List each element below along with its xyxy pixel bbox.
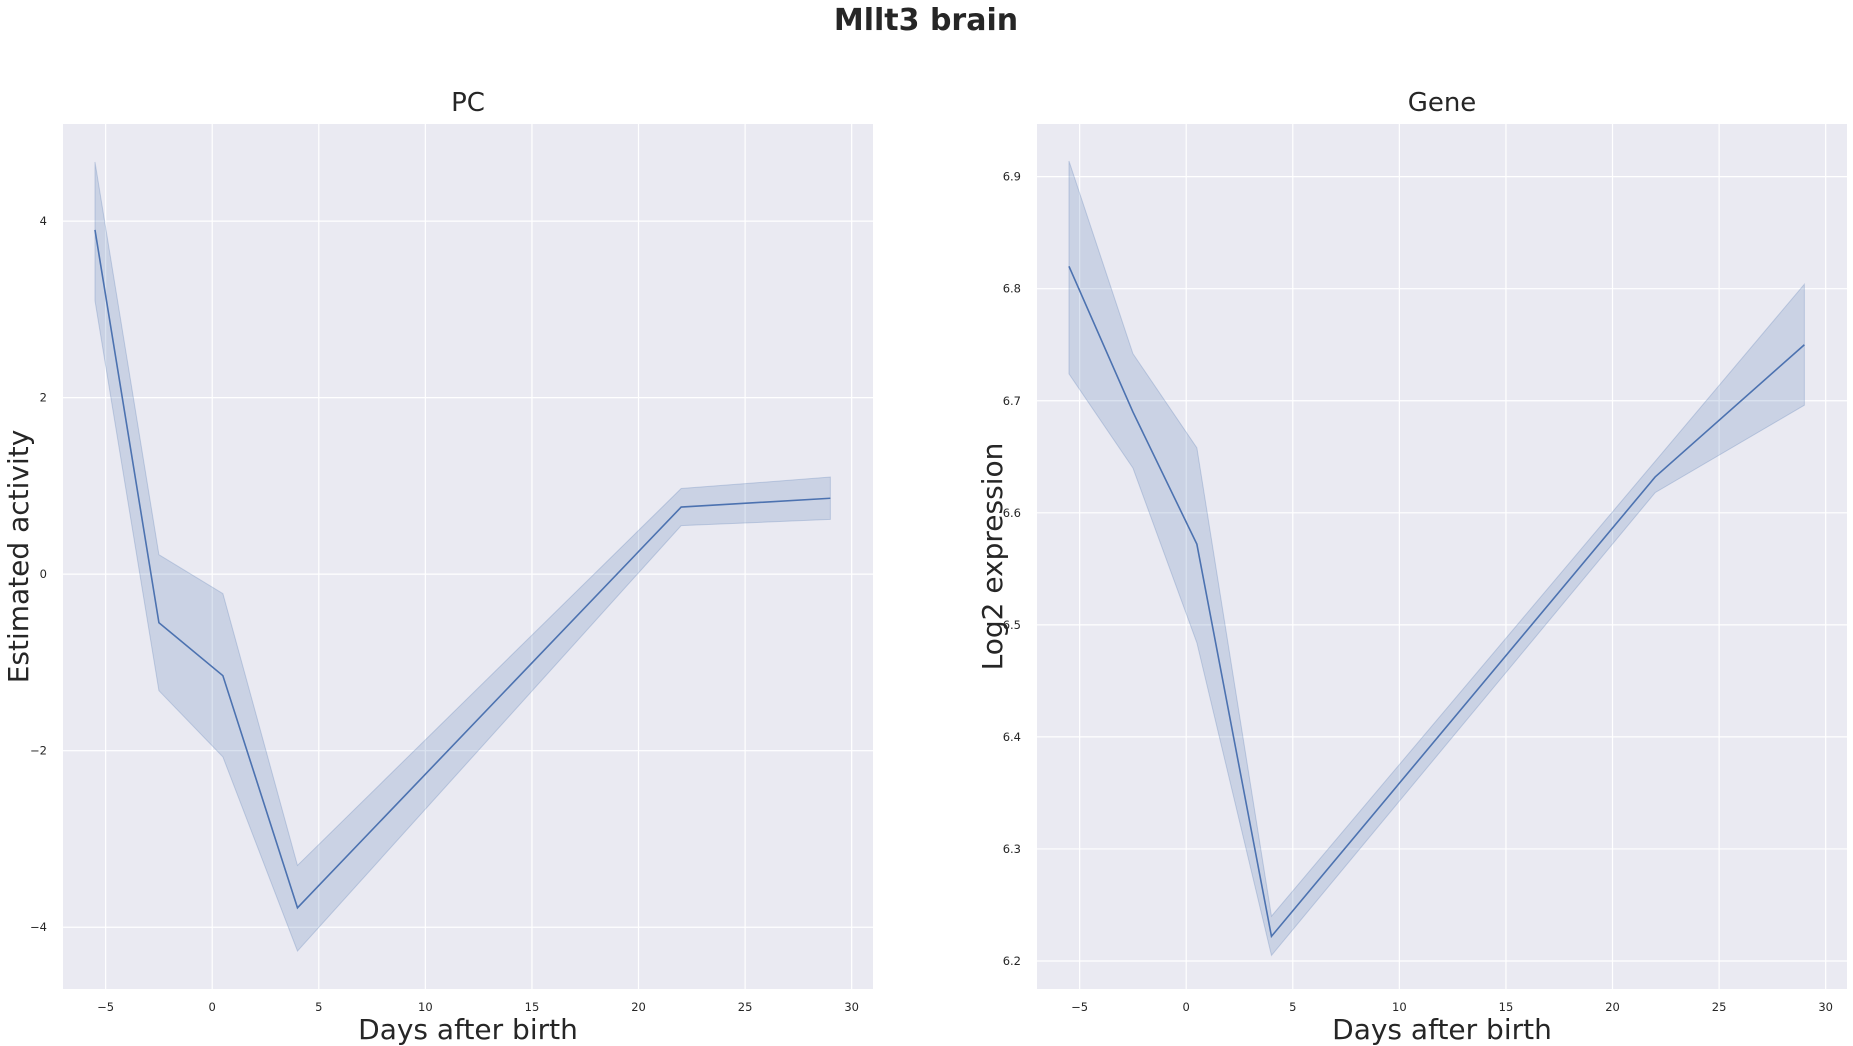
- x-tick-label: 20: [631, 1000, 646, 1014]
- x-tick-label: 10: [1392, 1000, 1407, 1014]
- y-tick-label: 6.4: [1003, 730, 1021, 744]
- series-line: [94, 229, 831, 910]
- x-tick-label: 10: [418, 1000, 433, 1014]
- x-tick-label: 20: [1605, 1000, 1620, 1014]
- y-tick-label: 6.7: [1003, 394, 1021, 408]
- confidence-band: [1068, 160, 1805, 957]
- y-tick-label: 0: [40, 567, 47, 581]
- y-tick-label: 6.5: [1003, 618, 1021, 632]
- plot-area: [1037, 124, 1847, 989]
- x-tick-label: 5: [315, 1000, 322, 1014]
- figure-title: Mllt3 brain: [834, 3, 1018, 38]
- panel-title: PC: [451, 88, 485, 118]
- y-tick-label: 6.9: [1003, 170, 1021, 184]
- x-tick-label: −5: [1071, 1000, 1088, 1014]
- y-tick-label: 6.8: [1003, 282, 1021, 296]
- y-axis-label: Estimated activity: [2, 430, 35, 684]
- confidence-band: [94, 161, 831, 952]
- x-tick-label: 15: [525, 1000, 540, 1014]
- y-tick-label: 6.6: [1003, 506, 1021, 520]
- chart-panel-pc: −5 0 5 10 15 20 25 30 −4 −2 0 2 4 PC Days after birth E…: [2, 88, 873, 1046]
- y-tick-label: −4: [30, 920, 47, 934]
- series-line: [1068, 265, 1805, 939]
- chart-panel-gene: −5 0 5 10 15 20 25 30 6.2 6.3 6.4 6.5 6.6 6.7 6.8 6.9 Ge…: [976, 88, 1847, 1046]
- x-tick-label: 30: [1818, 1000, 1833, 1014]
- y-tick-label: 2: [40, 391, 47, 405]
- x-tick-label: 25: [738, 1000, 753, 1014]
- x-tick-label: 30: [844, 1000, 859, 1014]
- panel-title: Gene: [1408, 88, 1477, 118]
- plot-area: [63, 124, 873, 989]
- x-tick-label: 25: [1712, 1000, 1727, 1014]
- y-tick-label: 4: [40, 214, 47, 228]
- y-tick-label: 6.2: [1003, 954, 1021, 968]
- x-tick-label: 15: [1499, 1000, 1514, 1014]
- y-axis-label: Log2 expression: [976, 443, 1009, 671]
- x-axis-label: Days after birth: [358, 1013, 578, 1046]
- x-axis-label: Days after birth: [1332, 1013, 1552, 1046]
- y-tick-label: 6.3: [1003, 842, 1021, 856]
- y-tick-label: −2: [30, 744, 47, 758]
- x-tick-label: −5: [97, 1000, 114, 1014]
- x-tick-label: 0: [1183, 1000, 1190, 1014]
- x-tick-label: 0: [209, 1000, 216, 1014]
- x-tick-label: 5: [1289, 1000, 1296, 1014]
